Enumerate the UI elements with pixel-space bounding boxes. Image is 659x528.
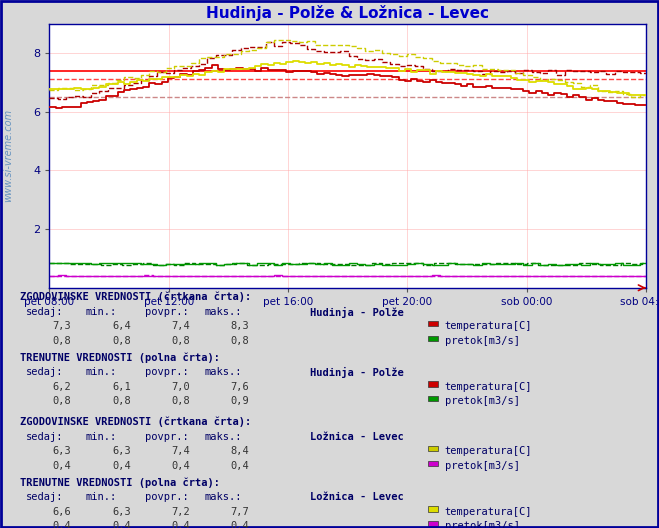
Text: 6,2: 6,2: [53, 382, 71, 392]
Text: 0,8: 0,8: [231, 336, 249, 346]
Text: maks.:: maks.:: [204, 432, 242, 442]
Text: TRENUTNE VREDNOSTI (polna črta):: TRENUTNE VREDNOSTI (polna črta):: [20, 352, 219, 363]
Text: 6,3: 6,3: [53, 447, 71, 457]
Text: Ložnica - Levec: Ložnica - Levec: [310, 492, 403, 502]
Text: pretok[m3/s]: pretok[m3/s]: [445, 461, 520, 471]
Text: TRENUTNE VREDNOSTI (polna črta):: TRENUTNE VREDNOSTI (polna črta):: [20, 477, 219, 488]
Text: 8,3: 8,3: [231, 322, 249, 332]
Text: 0,4: 0,4: [171, 461, 190, 471]
Text: povpr.:: povpr.:: [145, 367, 188, 378]
Text: 0,8: 0,8: [112, 396, 130, 406]
Text: 6,3: 6,3: [112, 507, 130, 517]
Title: Hudinja - Polže & Ložnica - Levec: Hudinja - Polže & Ložnica - Levec: [206, 5, 489, 21]
Text: sedaj:: sedaj:: [26, 432, 64, 442]
Text: 7,7: 7,7: [231, 507, 249, 517]
Text: 6,6: 6,6: [53, 507, 71, 517]
Text: ZGODOVINSKE VREDNOSTI (črtkana črta):: ZGODOVINSKE VREDNOSTI (črtkana črta):: [20, 417, 251, 428]
Text: sedaj:: sedaj:: [26, 367, 64, 378]
Text: 0,8: 0,8: [53, 336, 71, 346]
Text: 0,9: 0,9: [231, 396, 249, 406]
Text: povpr.:: povpr.:: [145, 307, 188, 317]
Text: pretok[m3/s]: pretok[m3/s]: [445, 396, 520, 406]
Text: Ložnica - Levec: Ložnica - Levec: [310, 432, 403, 442]
Text: 7,6: 7,6: [231, 382, 249, 392]
Text: temperatura[C]: temperatura[C]: [445, 322, 532, 332]
Text: maks.:: maks.:: [204, 307, 242, 317]
Text: temperatura[C]: temperatura[C]: [445, 507, 532, 517]
Text: 0,4: 0,4: [112, 461, 130, 471]
Text: www.si-vreme.com: www.si-vreme.com: [3, 109, 13, 202]
Text: min.:: min.:: [86, 367, 117, 378]
Text: sedaj:: sedaj:: [26, 492, 64, 502]
Text: 0,8: 0,8: [171, 396, 190, 406]
Text: maks.:: maks.:: [204, 492, 242, 502]
Text: min.:: min.:: [86, 307, 117, 317]
Text: 0,4: 0,4: [171, 521, 190, 528]
Text: 7,3: 7,3: [53, 322, 71, 332]
Text: 7,4: 7,4: [171, 447, 190, 457]
Text: 6,4: 6,4: [112, 322, 130, 332]
Text: 0,8: 0,8: [171, 336, 190, 346]
Text: 7,4: 7,4: [171, 322, 190, 332]
Text: 0,4: 0,4: [53, 461, 71, 471]
Text: 0,8: 0,8: [53, 396, 71, 406]
Text: 0,4: 0,4: [112, 521, 130, 528]
Text: min.:: min.:: [86, 432, 117, 442]
Text: sedaj:: sedaj:: [26, 307, 64, 317]
Text: 0,4: 0,4: [53, 521, 71, 528]
Text: 0,8: 0,8: [112, 336, 130, 346]
Text: 6,3: 6,3: [112, 447, 130, 457]
Text: 7,2: 7,2: [171, 507, 190, 517]
Text: Hudinja - Polže: Hudinja - Polže: [310, 307, 403, 318]
Text: Hudinja - Polže: Hudinja - Polže: [310, 367, 403, 379]
Text: povpr.:: povpr.:: [145, 432, 188, 442]
Text: ZGODOVINSKE VREDNOSTI (črtkana črta):: ZGODOVINSKE VREDNOSTI (črtkana črta):: [20, 292, 251, 303]
Text: pretok[m3/s]: pretok[m3/s]: [445, 521, 520, 528]
Text: 8,4: 8,4: [231, 447, 249, 457]
Text: min.:: min.:: [86, 492, 117, 502]
Text: temperatura[C]: temperatura[C]: [445, 447, 532, 457]
Text: maks.:: maks.:: [204, 367, 242, 378]
Text: 0,4: 0,4: [231, 521, 249, 528]
Text: povpr.:: povpr.:: [145, 492, 188, 502]
Text: 0,4: 0,4: [231, 461, 249, 471]
Text: 6,1: 6,1: [112, 382, 130, 392]
Text: 7,0: 7,0: [171, 382, 190, 392]
Text: pretok[m3/s]: pretok[m3/s]: [445, 336, 520, 346]
Text: temperatura[C]: temperatura[C]: [445, 382, 532, 392]
